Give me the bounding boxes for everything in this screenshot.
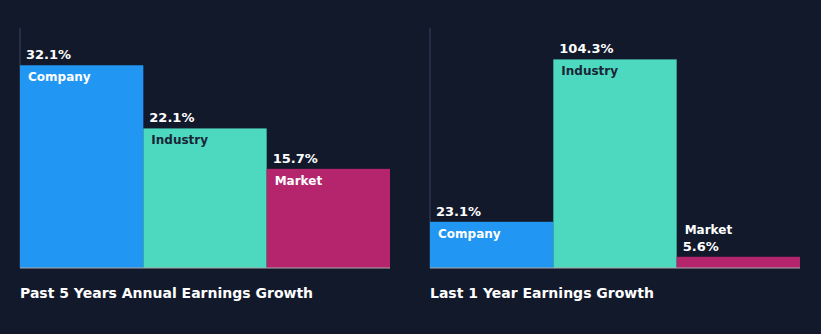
value-label: 32.1% <box>26 47 71 62</box>
category-label: Company <box>438 227 501 241</box>
baseline <box>430 268 800 269</box>
value-label: 5.6% <box>683 239 719 254</box>
bars <box>20 65 390 268</box>
value-label: 22.1% <box>149 110 194 125</box>
category-label: Market <box>275 174 323 188</box>
labels: 23.1% Company 104.3% Industry 5.6% Market <box>436 41 732 253</box>
value-label: 104.3% <box>559 41 613 56</box>
bar <box>677 257 800 268</box>
category-label: Industry <box>151 133 208 147</box>
background <box>0 0 821 334</box>
bars <box>430 59 800 268</box>
bar <box>143 128 266 268</box>
panel: 32.1% Company 22.1% Industry 15.7% Market Past… <box>20 28 390 301</box>
bar <box>430 222 553 268</box>
bar <box>553 59 676 268</box>
chart-root: 32.1% Company 22.1% Industry 15.7% Market Past… <box>0 0 821 334</box>
title: Last 1 Year Earnings Growth <box>430 285 654 301</box>
labels: 32.1% Company 22.1% Industry 15.7% Market <box>26 47 322 188</box>
category-label: Company <box>28 70 91 84</box>
title: Past 5 Years Annual Earnings Growth <box>20 285 313 301</box>
bar <box>267 169 390 268</box>
value-label: 15.7% <box>273 151 318 166</box>
panel: 23.1% Company 104.3% Industry 5.6% Market Last… <box>430 28 800 301</box>
category-label: Market <box>685 223 733 237</box>
baseline <box>20 268 390 269</box>
bar <box>20 65 143 268</box>
value-label: 23.1% <box>436 204 481 219</box>
category-label: Industry <box>561 64 618 78</box>
